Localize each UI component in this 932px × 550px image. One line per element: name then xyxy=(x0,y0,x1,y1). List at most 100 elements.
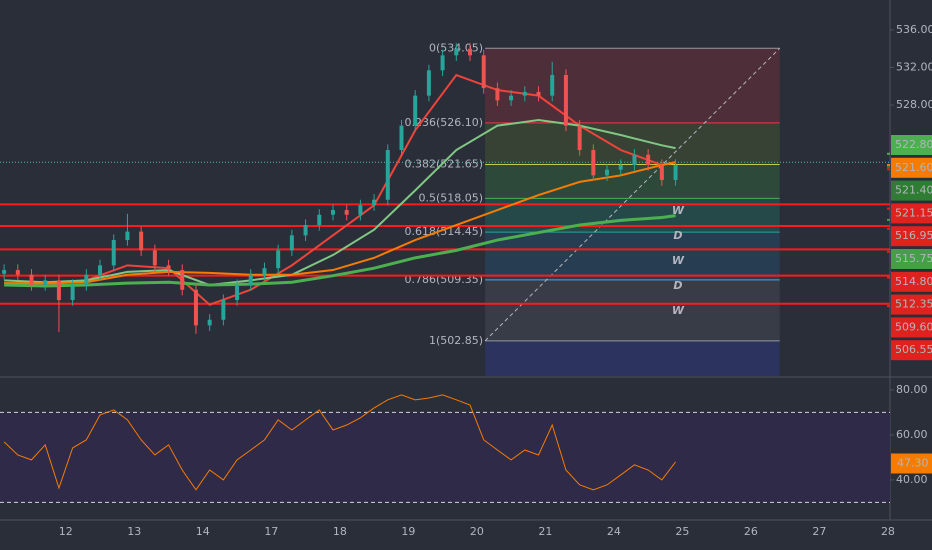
candle-body xyxy=(235,285,240,301)
price-tag xyxy=(891,453,932,474)
candle-body xyxy=(29,274,34,286)
fib-label: 0.382(521.65) xyxy=(405,158,484,171)
candle-body xyxy=(563,75,568,126)
x-tick-label: 21 xyxy=(538,525,552,538)
price-tag xyxy=(891,340,932,361)
candle-body xyxy=(56,280,61,301)
x-tick-label: 24 xyxy=(607,525,621,538)
candle-body xyxy=(577,125,582,151)
candle-body xyxy=(646,154,651,166)
price-tag xyxy=(891,294,932,315)
candle-body xyxy=(358,205,363,215)
x-tick-label: 12 xyxy=(59,525,73,538)
price-tag-label: 512.35 xyxy=(895,298,932,311)
candle-body xyxy=(2,270,7,274)
candle-body xyxy=(426,70,431,96)
candle-body xyxy=(276,250,281,269)
x-tick-label: 17 xyxy=(264,525,278,538)
fib-zone xyxy=(485,340,780,376)
price-tag xyxy=(891,317,932,338)
candle-body xyxy=(454,48,459,56)
candle-body xyxy=(248,274,253,286)
candle-body xyxy=(481,55,486,89)
x-tick-label: 13 xyxy=(127,525,141,538)
candle-body xyxy=(509,95,514,101)
rsi-band xyxy=(0,412,890,503)
price-tag xyxy=(891,180,932,201)
moving-average xyxy=(4,119,676,287)
moving-average xyxy=(4,214,676,288)
price-tag xyxy=(891,157,932,178)
rsi-line xyxy=(3,394,676,491)
candle-body xyxy=(139,231,144,251)
y-tick-label: 536.00 xyxy=(896,23,932,36)
price-tag xyxy=(891,226,932,247)
candle-body xyxy=(440,55,445,71)
x-tick-label: 19 xyxy=(401,525,415,538)
annotation: D xyxy=(673,279,682,292)
candle-body xyxy=(125,231,130,241)
fib-zone xyxy=(485,198,780,233)
price-tag-label: 514.80 xyxy=(895,275,932,288)
candle-body xyxy=(43,280,48,286)
candle-body xyxy=(289,235,294,251)
candle-body xyxy=(618,165,623,170)
candle-body xyxy=(550,75,555,96)
price-tag-label: 521.40 xyxy=(895,184,932,197)
x-tick-label: 28 xyxy=(881,525,895,538)
fib-label: 0.5(518.05) xyxy=(419,191,484,204)
fib-label: 1(502.85) xyxy=(429,334,483,347)
price-tag-label: 506.55 xyxy=(895,343,932,356)
x-tick-label: 27 xyxy=(812,525,826,538)
candle-body xyxy=(193,289,198,326)
candle-body xyxy=(372,199,377,206)
y-tick-label: 528.00 xyxy=(896,98,932,111)
candle-body xyxy=(591,150,596,176)
x-tick-label: 25 xyxy=(675,525,689,538)
y-tick-label: 40.00 xyxy=(896,473,928,486)
fib-zone xyxy=(485,232,780,280)
candle-body xyxy=(385,150,390,200)
candle-body xyxy=(221,300,226,320)
candle-body xyxy=(673,165,678,181)
fib-zone xyxy=(485,48,780,123)
price-tag-label: 516.95 xyxy=(895,229,932,242)
candle-body xyxy=(659,165,664,181)
price-tag-label: 515.75 xyxy=(895,252,932,265)
candle-body xyxy=(180,270,185,290)
x-tick-label: 26 xyxy=(744,525,758,538)
x-tick-label: 20 xyxy=(470,525,484,538)
y-tick-label: 80.00 xyxy=(896,383,928,396)
candle-body xyxy=(413,95,418,126)
annotation: W xyxy=(672,204,685,217)
price-tag-label: 509.60 xyxy=(895,320,932,333)
price-tag xyxy=(891,135,932,155)
price-tag xyxy=(891,249,932,269)
candle-body xyxy=(111,240,116,266)
candle-body xyxy=(166,265,171,271)
candle-body xyxy=(330,210,335,215)
fib-zone xyxy=(485,164,780,199)
candle-body xyxy=(522,91,527,96)
candle-body xyxy=(15,270,20,275)
fib-zone xyxy=(485,122,780,165)
x-tick-label: 18 xyxy=(333,525,347,538)
candle-body xyxy=(468,48,473,56)
annotation: D xyxy=(673,229,682,242)
candle-body xyxy=(207,319,212,326)
annotation: W xyxy=(672,304,685,317)
price-tag xyxy=(891,271,932,292)
moving-average xyxy=(4,73,676,306)
fib-trend-line xyxy=(484,47,781,342)
candle-body xyxy=(632,154,637,166)
y-tick-label: 532.00 xyxy=(896,61,932,74)
price-tag xyxy=(891,203,932,224)
y-tick-label: 60.00 xyxy=(896,428,928,441)
price-tag-label: 521.60 xyxy=(895,161,932,174)
fib-label: 0.618(514.45) xyxy=(405,225,484,238)
candle-body xyxy=(98,265,103,275)
candle-body xyxy=(536,91,541,96)
price-tag-label: 522.80 xyxy=(895,138,932,151)
